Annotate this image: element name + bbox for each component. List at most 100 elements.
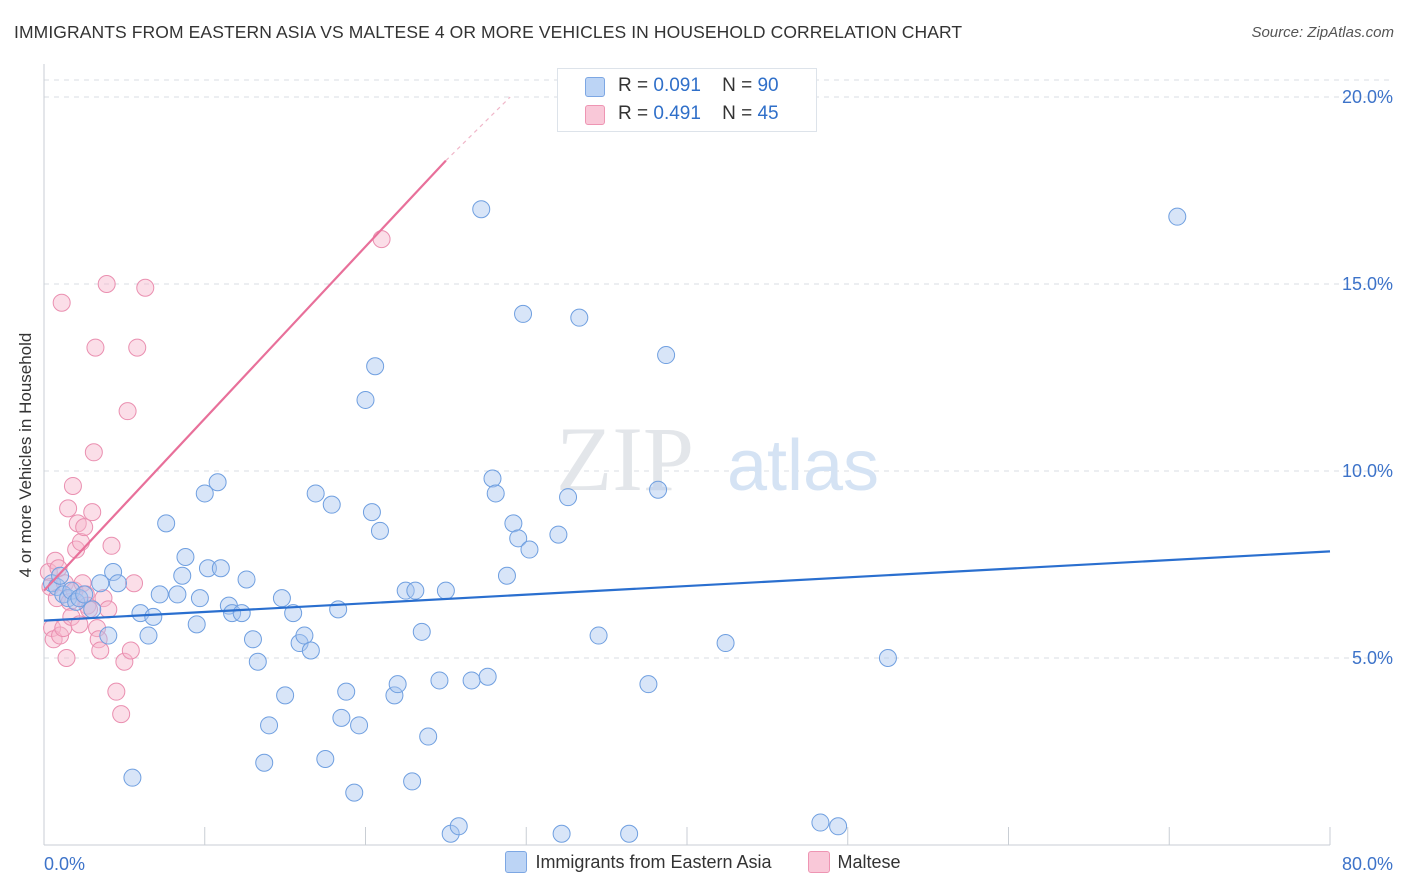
eastern-asia-point [370, 521, 389, 540]
y-tick-label: 20.0% [1342, 87, 1393, 107]
eastern-asia-point [195, 484, 214, 503]
axes [43, 64, 1331, 846]
eastern-asia-point [144, 607, 163, 626]
eastern-asia-point [811, 813, 830, 832]
eastern-asia-point [260, 716, 279, 735]
eastern-asia-point [272, 589, 291, 608]
eastern-asia-point [75, 585, 94, 604]
stats-legend-box: R = 0.091 N = 90 R = 0.491 N = 45 [557, 68, 817, 132]
maltese-point [52, 293, 71, 312]
eastern-asia-point [83, 600, 102, 619]
eastern-asia-point [829, 817, 848, 836]
eastern-asia-point [176, 548, 195, 567]
maltese-point [57, 649, 76, 667]
eastern-asia-point [649, 480, 668, 499]
eastern-asia-point [211, 559, 230, 578]
n-label: N = [722, 75, 753, 96]
eastern-asia-point [716, 634, 735, 653]
legend-label: Immigrants from Eastern Asia [535, 851, 772, 872]
y-tick-label: 10.0% [1342, 461, 1393, 481]
maltese-point [59, 499, 78, 518]
legend-label: Maltese [837, 851, 901, 872]
watermark-zip: ZIP [556, 408, 694, 510]
eastern-asia-point [449, 817, 468, 836]
eastern-asia-point [570, 308, 589, 327]
eastern-asia-point [208, 473, 227, 492]
eastern-asia-point [620, 824, 639, 843]
maltese-point [39, 562, 58, 581]
legend-swatch-pink [585, 105, 605, 125]
eastern-asia-point [237, 570, 256, 589]
r-label: R = [618, 103, 649, 124]
eastern-asia-point [509, 529, 528, 548]
eastern-asia-point [520, 540, 539, 559]
eastern-asia-point [198, 559, 217, 578]
x-tick-label: 80.0% [1342, 854, 1393, 874]
legend-item-maltese[interactable]: Maltese [807, 851, 901, 873]
eastern-asia-point [190, 589, 209, 608]
eastern-asia-point [559, 488, 578, 507]
maltese-point [121, 641, 140, 660]
eastern-asia-point [276, 686, 295, 705]
maltese-point [112, 705, 131, 724]
maltese-point [89, 630, 108, 649]
eastern-asia-point [1168, 207, 1187, 226]
bottom-legend: Immigrants from Eastern Asia Maltese [0, 851, 1406, 873]
maltese-point [128, 338, 147, 357]
maltese-point [372, 230, 391, 249]
eastern-asia-point [99, 626, 118, 645]
maltese-point [99, 600, 118, 619]
eastern-asia-point [639, 675, 658, 694]
eastern-asia-point [878, 649, 897, 667]
maltese-point [75, 518, 94, 537]
eastern-asia-trend-line [43, 550, 1331, 622]
legend-swatch-pink [807, 851, 830, 873]
eastern-asia-point [322, 495, 341, 514]
eastern-asia-point [139, 626, 158, 645]
eastern-asia-point [430, 671, 449, 690]
eastern-asia-point [295, 626, 314, 645]
maltese-trend-extension [445, 96, 511, 162]
maltese-point [83, 503, 102, 522]
eastern-asia-point [472, 200, 491, 219]
maltese-point [118, 402, 137, 421]
eastern-asia-point [462, 671, 481, 690]
r-label: R = [618, 75, 649, 96]
eastern-asia-point [478, 667, 497, 686]
source-label: Source: ZipAtlas.com [1251, 24, 1394, 41]
x-tick-label: 0.0% [44, 854, 85, 874]
maltese-point [107, 682, 126, 701]
maltese-point [97, 275, 116, 293]
eastern-asia-point [306, 484, 325, 503]
eastern-asia-point [514, 304, 533, 323]
eastern-asia-point [483, 469, 502, 488]
legend-swatch-blue [505, 851, 528, 873]
eastern-asia-point [552, 824, 571, 843]
eastern-asia-point [187, 615, 206, 634]
eastern-asia-point [332, 708, 351, 727]
eastern-asia-point [657, 346, 676, 365]
legend-item-eastern-asia[interactable]: Immigrants from Eastern Asia [505, 851, 772, 873]
eastern-asia-point [385, 686, 404, 705]
maltese-point [94, 589, 113, 608]
eastern-asia-point [406, 581, 425, 600]
eastern-asia-point [223, 604, 242, 623]
eastern-asia-point [486, 484, 505, 503]
eastern-asia-point [356, 390, 375, 409]
maltese-point [125, 574, 144, 593]
eastern-asia-points [43, 200, 1187, 843]
eastern-asia-point [301, 641, 320, 660]
eastern-asia-point [173, 566, 192, 585]
eastern-asia-point [123, 768, 142, 787]
eastern-asia-point [150, 585, 169, 604]
maltese-point [71, 533, 90, 552]
eastern-asia-point [248, 652, 267, 671]
r-value: 0.491 [653, 103, 701, 124]
n-label: N = [722, 103, 753, 124]
maltese-point [84, 443, 103, 462]
eastern-asia-point [362, 503, 381, 522]
eastern-asia-point [108, 574, 127, 593]
n-value: 45 [757, 103, 779, 124]
tick-labels: 5.0% 10.0% 15.0% 20.0% 0.0% 80.0% [44, 87, 1393, 874]
eastern-asia-point [345, 783, 364, 802]
